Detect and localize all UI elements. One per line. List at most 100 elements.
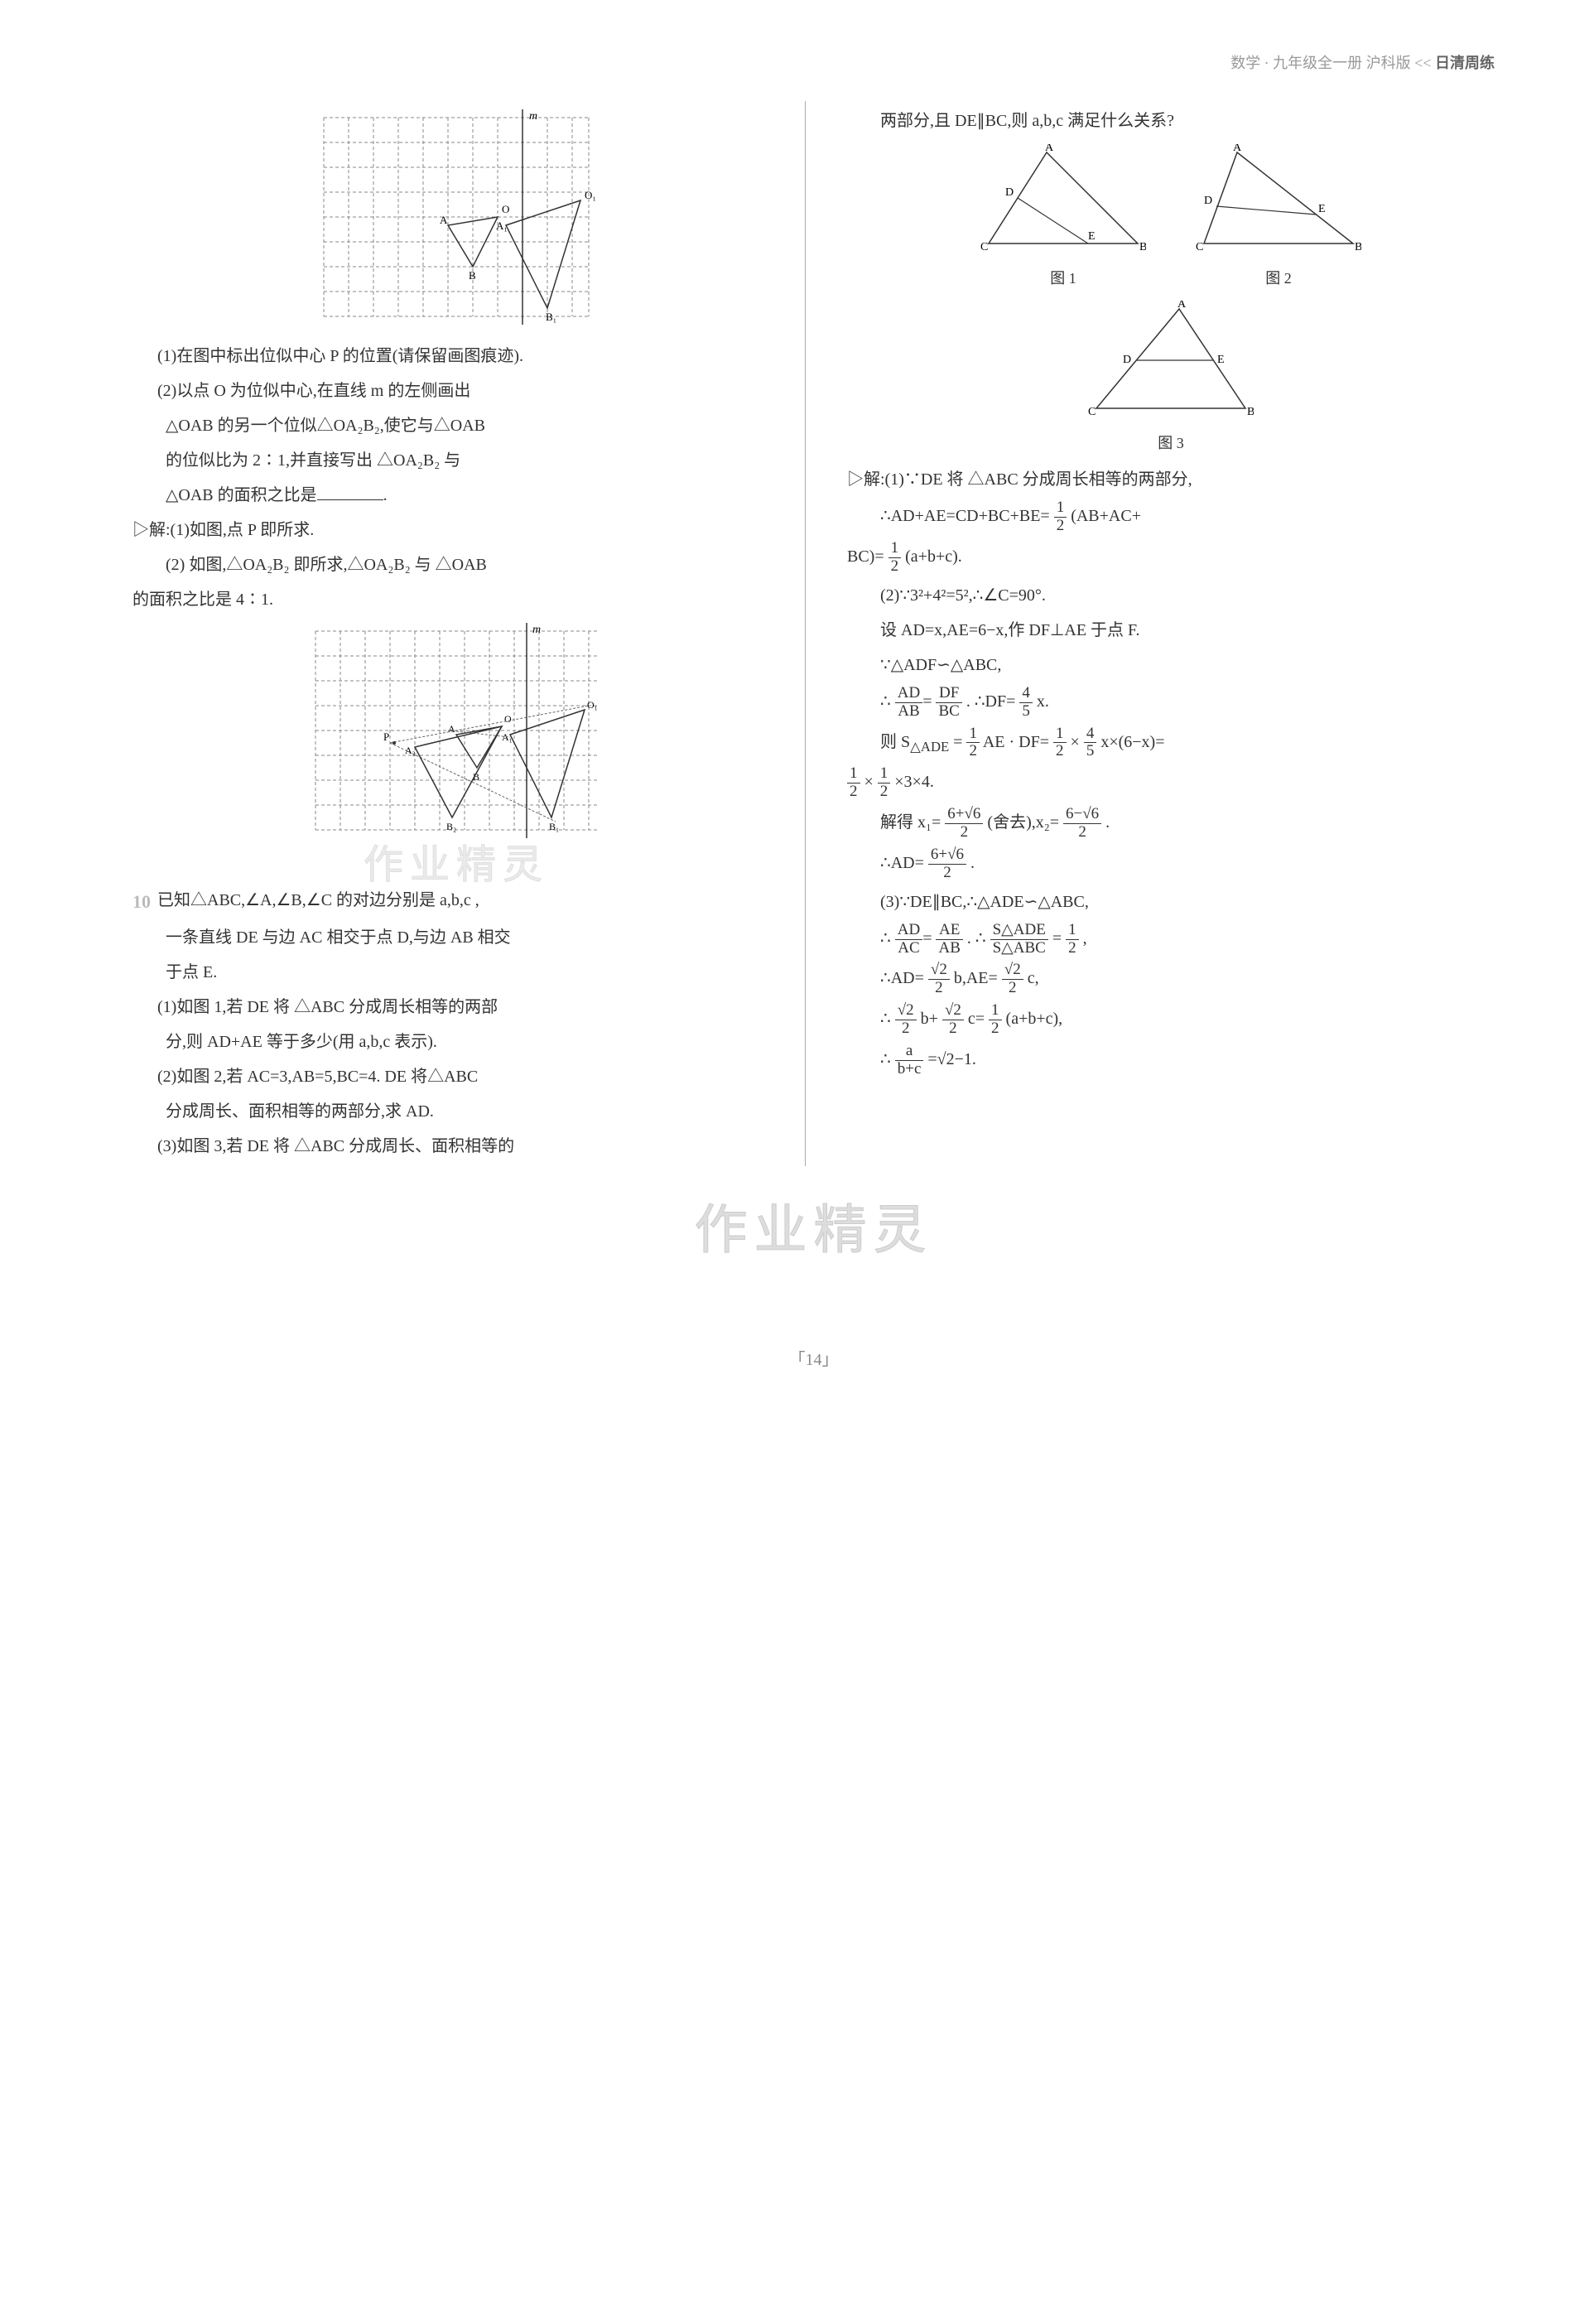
sol-l15c: c= bbox=[968, 1010, 985, 1028]
blank-line bbox=[317, 499, 383, 500]
page-number-value: 14 bbox=[806, 1351, 822, 1369]
frac-sqrt-3: √22 bbox=[895, 1002, 917, 1038]
svg-text:D: D bbox=[1204, 195, 1212, 207]
q9-sol2a: (2) 如图,△OA₂B₂ 即所求,△OA₂B₂ 与 △OAB bbox=[132, 550, 780, 580]
frac-adab: ADAB bbox=[895, 685, 922, 721]
sol-l10b: (舍去),x₂= bbox=[987, 813, 1059, 832]
q10-p2a: (2)如图 2,若 AC=3,AB=5,BC=4. DE 将△ABC bbox=[132, 1062, 780, 1092]
q10-stem3: 于点 E. bbox=[132, 957, 780, 987]
frac-sqrt-4: √22 bbox=[942, 1002, 964, 1038]
frac-adac: ADAC bbox=[895, 922, 922, 957]
main-columns: m A B O O₁ A₁ B₁ (1)在图中标出位似中心 P 的位置(请保留画… bbox=[132, 101, 1495, 1166]
svg-text:C: C bbox=[1196, 241, 1203, 252]
svg-text:B: B bbox=[1355, 241, 1361, 252]
svg-text:O: O bbox=[502, 203, 509, 215]
frac-sqrt-1: √22 bbox=[928, 962, 950, 997]
svg-text:A: A bbox=[1045, 144, 1054, 154]
frac-half-5: 12 bbox=[847, 765, 860, 801]
svg-text:E: E bbox=[1318, 203, 1326, 215]
q10-p3a: (3)如图 3,若 DE 将 △ABC 分成周长、面积相等的 bbox=[132, 1131, 780, 1161]
sol-line16: ∴ ab+c =√2−1. bbox=[847, 1043, 1495, 1078]
sol-l16a: ∴ bbox=[880, 1050, 891, 1068]
left-column: m A B O O₁ A₁ B₁ (1)在图中标出位似中心 P 的位置(请保留画… bbox=[132, 101, 806, 1166]
sol-l13c: = bbox=[1052, 929, 1062, 947]
svg-text:B: B bbox=[469, 269, 476, 282]
sol-l14a: ∴AD= bbox=[880, 969, 924, 987]
q9-part2d-line: △OAB 的面积之比是. bbox=[132, 480, 780, 510]
sol-line13: ∴ ADAC= AEAB . ∴ S△ADES△ABC = 12 , bbox=[847, 922, 1495, 957]
sol-line15: ∴ √22 b+ √22 c= 12 (a+b+c), bbox=[847, 1002, 1495, 1038]
sol-line12: (3)∵DE∥BC,∴△ADE∽△ABC, bbox=[847, 887, 1495, 917]
page-number: 「14」 bbox=[132, 1345, 1495, 1375]
sol-l11b: . bbox=[970, 854, 975, 872]
q9-part2a: (2)以点 O 为位似中心,在直线 m 的左侧画出 bbox=[132, 376, 780, 406]
sol-l2b: (AB+AC+ bbox=[1071, 507, 1141, 525]
triangle-row-2: A C B D E 图 3 bbox=[847, 301, 1495, 456]
svg-text:D: D bbox=[1005, 186, 1014, 199]
watermark-1: 作业精灵 bbox=[132, 830, 780, 901]
sol-l9a: × bbox=[864, 773, 874, 791]
sol-line11: ∴AD= 6+√62 . bbox=[847, 846, 1495, 882]
sol-l14c: c, bbox=[1028, 969, 1039, 987]
frac-6plus: 6+√62 bbox=[945, 806, 983, 841]
svg-text:E: E bbox=[1088, 230, 1096, 243]
right-column: 两部分,且 DE∥BC,则 a,b,c 满足什么关系? A C B D E 图 … bbox=[839, 101, 1495, 1166]
sol-l8a: 则 S bbox=[880, 733, 910, 751]
frac-half-6: 12 bbox=[878, 765, 891, 801]
svg-text:A: A bbox=[1233, 144, 1242, 154]
frac-dfbc: DFBC bbox=[936, 685, 961, 721]
svg-text:A: A bbox=[440, 214, 448, 226]
grid-figure-2: m AB O O₁A₁ B₁ P A₂B₂ bbox=[307, 623, 605, 838]
svg-text:A: A bbox=[1177, 301, 1187, 311]
sol-line14: ∴AD= √22 b,AE= √22 c, bbox=[847, 962, 1495, 997]
sol-l8b: = bbox=[953, 733, 962, 751]
triangle-2: A C B D E 图 2 bbox=[1196, 144, 1361, 292]
frac-6plus-2: 6+√62 bbox=[928, 846, 966, 882]
sol-line10: 解得 x₁= 6+√62 (舍去),x₂= 6−√62 . bbox=[847, 806, 1495, 841]
frac-sqrt-2: √22 bbox=[1002, 962, 1023, 997]
sol-l15b: b+ bbox=[921, 1010, 938, 1028]
sol-l2a: ∴AD+AE=CD+BC+BE= bbox=[880, 507, 1050, 525]
triangle-3: A C B D E 图 3 bbox=[1088, 301, 1254, 456]
sol-l8d: × bbox=[1071, 733, 1080, 751]
sol-l3b: (a+b+c). bbox=[905, 547, 962, 566]
q9-part2b: △OAB 的另一个位似△OA₂B₂,使它与△OAB bbox=[132, 411, 780, 441]
q9-part1: (1)在图中标出位似中心 P 的位置(请保留画图痕迹). bbox=[132, 341, 780, 371]
sol-l13b: . ∴ bbox=[967, 929, 986, 947]
fig2-label: 图 2 bbox=[1196, 265, 1361, 292]
svg-text:A₁: A₁ bbox=[496, 219, 508, 232]
sol-l14b: b,AE= bbox=[954, 969, 998, 987]
frac-aeab: AEAB bbox=[936, 922, 962, 957]
svg-text:B: B bbox=[1247, 406, 1254, 417]
triangle-1: A C B D E 图 1 bbox=[980, 144, 1146, 292]
frac-half-8: 12 bbox=[989, 1002, 1002, 1038]
svg-text:A₂: A₂ bbox=[405, 745, 416, 756]
q10-p1a: (1)如图 1,若 DE 将 △ABC 分成周长相等的两部 bbox=[132, 992, 780, 1022]
sol-l10c: . bbox=[1105, 813, 1110, 832]
sol-l13a: ∴ bbox=[880, 929, 891, 947]
q10-p3b: 两部分,且 DE∥BC,则 a,b,c 满足什么关系? bbox=[847, 106, 1495, 136]
fig3-label: 图 3 bbox=[1088, 430, 1254, 456]
frac-half-4: 12 bbox=[1053, 726, 1067, 761]
sol-l11a: ∴AD= bbox=[880, 854, 924, 872]
frac-45-2: 45 bbox=[1084, 726, 1097, 761]
sol-l7a: ∴ bbox=[880, 692, 891, 711]
sol-l8c: AE · DF= bbox=[983, 733, 1049, 751]
svg-text:O₁: O₁ bbox=[585, 189, 596, 201]
frac-half-2: 12 bbox=[888, 540, 902, 576]
sol-l7b: . ∴DF= bbox=[966, 692, 1016, 711]
watermark-bottom: 作业精灵 bbox=[132, 1183, 1495, 1278]
sol-l10a: 解得 x₁= bbox=[880, 813, 941, 832]
sol-line3: BC)= 12 (a+b+c). bbox=[847, 540, 1495, 576]
frac-half-3: 12 bbox=[966, 726, 980, 761]
fig1-label: 图 1 bbox=[980, 265, 1146, 292]
sol-l16b: =√2−1. bbox=[927, 1050, 976, 1068]
frac-6minus: 6−√62 bbox=[1063, 806, 1101, 841]
sol-l13d: , bbox=[1083, 929, 1087, 947]
q9-sol2b: 的面积之比是 4∶1. bbox=[132, 585, 780, 615]
svg-text:D: D bbox=[1123, 354, 1131, 366]
q9-sol1: ▷解:(1)如图,点 P 即所求. bbox=[132, 515, 780, 545]
edition-text: 沪科版 bbox=[1366, 55, 1411, 71]
svg-text:C: C bbox=[1088, 406, 1096, 417]
svg-text:P: P bbox=[383, 730, 389, 743]
